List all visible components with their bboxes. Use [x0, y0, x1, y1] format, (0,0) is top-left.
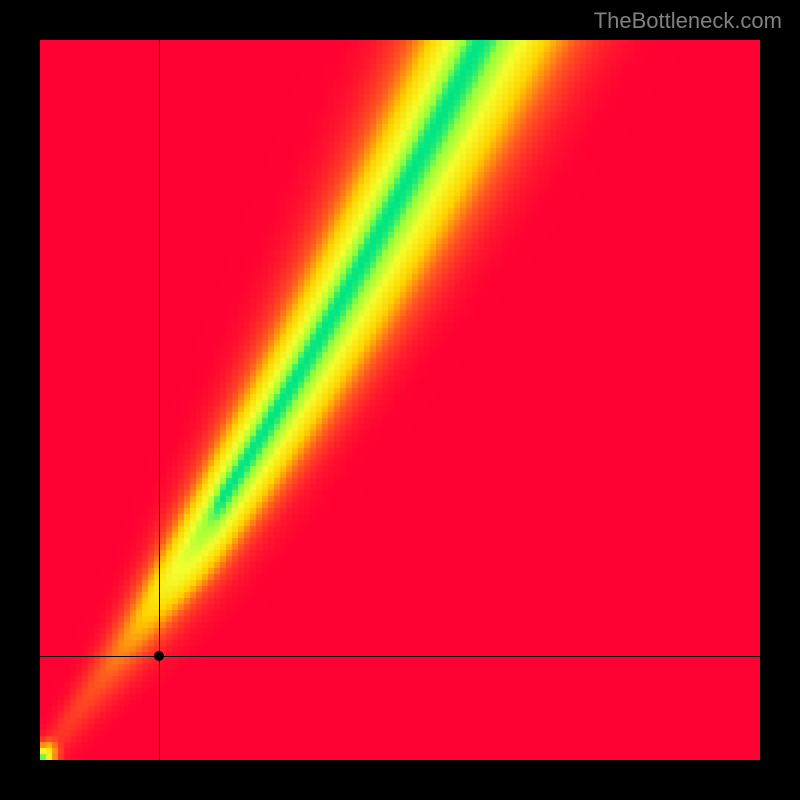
crosshair-horizontal — [40, 656, 760, 657]
watermark-text: TheBottleneck.com — [594, 8, 782, 34]
heatmap-plot — [40, 40, 760, 760]
crosshair-marker — [154, 651, 164, 661]
heatmap-canvas — [40, 40, 760, 760]
